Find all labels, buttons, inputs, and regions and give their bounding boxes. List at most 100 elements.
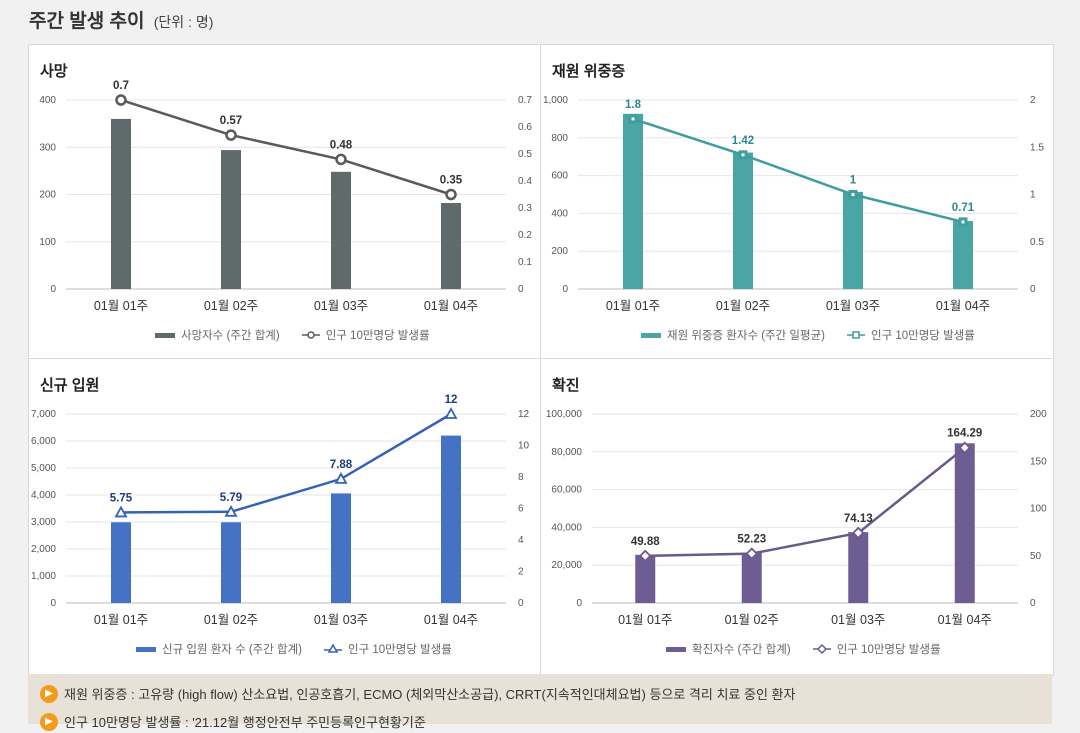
bar xyxy=(954,443,975,603)
y-left-tick-label: 2,000 xyxy=(31,544,56,555)
y-right-tick-label: 200 xyxy=(1030,409,1047,420)
y-left-tick-label: 600 xyxy=(551,171,568,182)
legend-line-label: 인구 10만명당 발생률 xyxy=(348,644,452,656)
y-left-tick-label: 100 xyxy=(39,237,56,248)
legend-bar-swatch xyxy=(136,646,156,652)
y-right-tick-label: 0.5 xyxy=(1030,237,1044,248)
rate-line xyxy=(120,412,452,514)
x-tick-label: 01월 01주 xyxy=(618,613,672,627)
legend-bar-label: 확진자수 (주간 합계) xyxy=(692,644,791,656)
y-right-tick-label: 4 xyxy=(518,535,524,546)
data-label: 0.35 xyxy=(440,175,463,187)
data-label: 1 xyxy=(850,175,857,187)
data-label: 74.13 xyxy=(844,513,873,525)
notes-area: ▶ 재원 위중증 : 고유량 (high flow) 산소요법, 인공호흡기, … xyxy=(28,674,1052,731)
rate-point-inner xyxy=(961,220,965,224)
x-tick-label: 01월 01주 xyxy=(606,299,660,313)
legend-square-line-icon xyxy=(846,331,865,339)
legend-bar-label: 신규 입원 환자 수 (주간 합계) xyxy=(162,644,303,656)
y-right-tick-label: 1 xyxy=(1030,190,1036,201)
y-right-tick-label: 0.4 xyxy=(518,176,532,187)
y-left-tick-label: 5,000 xyxy=(31,463,56,474)
bar xyxy=(953,220,973,289)
rate-point xyxy=(225,129,237,141)
bar xyxy=(111,118,131,290)
bar xyxy=(331,171,351,289)
y-right-tick-label: 2 xyxy=(1030,95,1036,106)
x-tick-label: 01월 02주 xyxy=(204,613,258,627)
y-left-tick-label: 40,000 xyxy=(551,522,582,533)
rate-point xyxy=(334,472,348,484)
y-right-tick-label: 0 xyxy=(518,284,524,295)
bar xyxy=(221,522,241,603)
rate-point xyxy=(335,153,347,166)
rate-point xyxy=(851,526,865,540)
y-left-tick-label: 400 xyxy=(551,208,568,219)
y-right-tick-label: 0.2 xyxy=(518,230,532,241)
data-label: 164.29 xyxy=(947,428,982,440)
y-right-tick-label: 0 xyxy=(1030,598,1036,609)
x-tick-label: 01월 04주 xyxy=(424,299,478,313)
legend-line-label: 인구 10만명당 발생률 xyxy=(836,644,941,656)
y-left-tick-label: 800 xyxy=(551,133,568,144)
y-right-tick-label: 0.7 xyxy=(518,95,532,106)
legend-bar-swatch xyxy=(155,332,175,338)
rate-point-inner xyxy=(741,153,745,157)
rate-point xyxy=(115,94,127,106)
y-right-tick-label: 0 xyxy=(1030,284,1036,295)
legend-triangle-line-icon xyxy=(324,644,343,653)
legend-admissions: 신규 입원 환자 수 (주간 합계) 인구 10만명당 발생률 xyxy=(136,641,452,657)
data-label: 52.23 xyxy=(737,534,766,546)
speaker-icon: ▶ xyxy=(40,684,58,703)
data-label: 5.75 xyxy=(110,492,133,504)
data-label: 0.48 xyxy=(330,139,353,151)
legend-bar-swatch xyxy=(641,332,661,338)
x-tick-label: 01월 02주 xyxy=(725,613,779,627)
x-tick-label: 01월 03주 xyxy=(314,613,368,627)
y-left-tick-label: 0 xyxy=(50,598,56,609)
speaker-icon: ▶ xyxy=(40,712,58,731)
panel-divider-horizontal xyxy=(28,358,1052,359)
x-tick-label: 01월 02주 xyxy=(204,299,258,313)
page-title-text: 주간 발생 추이 xyxy=(29,11,145,32)
x-tick-label: 01월 03주 xyxy=(831,613,885,627)
chart-title-confirmed: 확진 xyxy=(552,377,580,394)
y-left-tick-label: 1,000 xyxy=(31,571,56,582)
legend-critical: 재원 위중증 환자수 (주간 일평균) 인구 10만명당 발생률 xyxy=(641,327,975,343)
rate-line xyxy=(645,446,966,558)
rate-line xyxy=(120,98,452,196)
rate-point xyxy=(638,549,652,563)
chart-title-deaths: 사망 xyxy=(40,63,68,80)
rate-point-inner xyxy=(851,193,855,196)
y-left-tick-label: 7,000 xyxy=(31,409,56,420)
data-label: 0.57 xyxy=(220,115,242,127)
y-left-tick-label: 4,000 xyxy=(31,490,56,501)
data-label: 12 xyxy=(445,394,458,406)
rate-point xyxy=(745,547,759,560)
y-left-tick-label: 0 xyxy=(50,284,56,295)
y-left-tick-label: 0 xyxy=(576,598,582,609)
data-label: 0.7 xyxy=(113,80,129,92)
y-right-tick-label: 0.1 xyxy=(518,257,532,268)
data-label: 49.88 xyxy=(631,536,660,548)
legend-confirmed: 확진자수 (주간 합계) 인구 10만명당 발생률 xyxy=(666,641,941,657)
charts-panel xyxy=(28,44,1054,676)
rate-point xyxy=(445,188,457,201)
y-right-tick-label: 1.5 xyxy=(1030,142,1044,153)
data-label: 0.71 xyxy=(952,202,975,214)
bar xyxy=(623,113,643,289)
bar xyxy=(843,191,863,289)
y-left-tick-label: 3,000 xyxy=(31,517,56,528)
y-right-tick-label: 8 xyxy=(518,472,524,483)
bar xyxy=(441,203,461,289)
legend-line-label: 인구 10만명당 발생률 xyxy=(870,330,975,342)
note-item: ▶ 인구 10만명당 발생률 : '21.12월 행정안전부 주민등록인구현황기… xyxy=(40,712,426,731)
legend-bar-label: 재원 위중증 환자수 (주간 일평균) xyxy=(667,330,825,342)
y-right-tick-label: 12 xyxy=(518,409,530,420)
y-left-tick-label: 6,000 xyxy=(31,436,56,447)
rate-point xyxy=(444,407,458,419)
note-item: ▶ 재원 위중증 : 고유량 (high flow) 산소요법, 인공호흡기, … xyxy=(40,684,795,703)
y-left-tick-label: 100,000 xyxy=(546,409,583,420)
bar xyxy=(635,554,656,603)
y-left-tick-label: 300 xyxy=(39,142,56,153)
